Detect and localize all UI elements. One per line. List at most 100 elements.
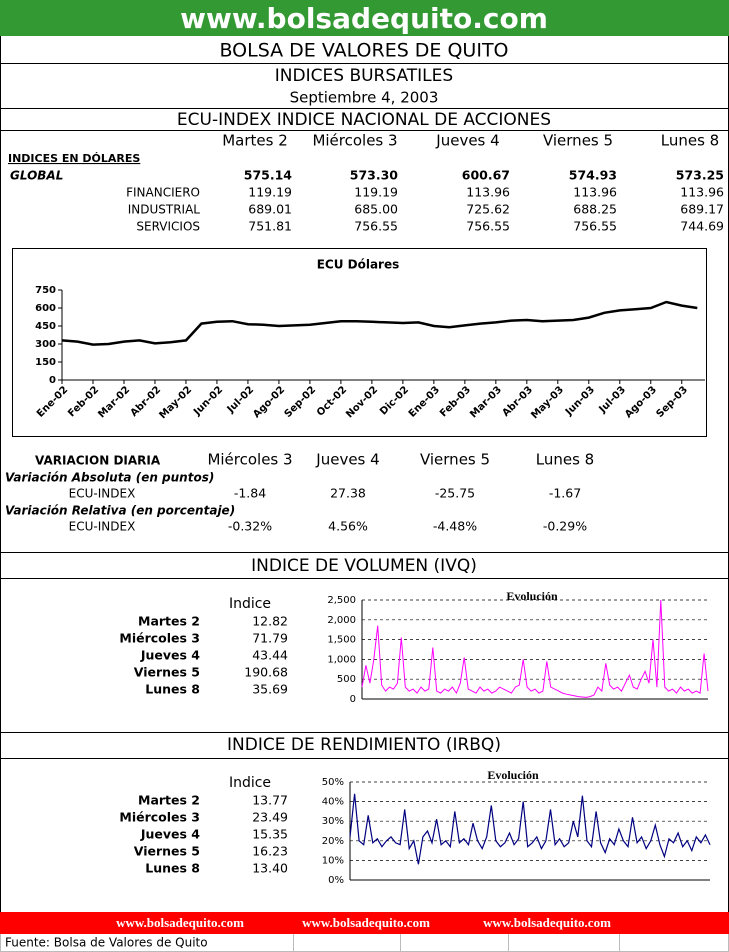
row-label: SERVICIOS <box>136 220 200 234</box>
y-tick-label: 600 <box>35 303 56 314</box>
chart-title: Evolución <box>487 768 539 782</box>
row-label: GLOBAL <box>10 169 63 183</box>
y-tick-label: 1,000 <box>327 654 356 665</box>
column-header: Miércoles 3 <box>312 132 397 150</box>
row-label: Lunes 8 <box>145 682 200 697</box>
x-tick-label: Ago-03 <box>623 384 659 420</box>
cell-value: 27.38 <box>330 486 366 501</box>
row-label: INDUSTRIAL <box>128 203 201 217</box>
group-label: Variación Absoluta (en puntos) <box>5 471 214 485</box>
x-tick-label: Sep-02 <box>283 384 319 420</box>
cell-value: -1.67 <box>549 486 581 501</box>
y-tick-label: 150 <box>35 357 56 368</box>
x-tick-label: Sep-03 <box>654 384 690 420</box>
cell-value: 113.96 <box>466 185 510 200</box>
y-tick-label: 300 <box>35 339 56 350</box>
x-tick-label: Jun-03 <box>563 384 597 418</box>
section-title: ECU-INDEX INDICE NACIONAL DE ACCIONES <box>177 110 551 130</box>
column-header: Miércoles 3 <box>207 451 292 469</box>
section-title: INDICE DE VOLUMEN (IVQ) <box>251 556 477 576</box>
column-header: Martes 2 <box>222 132 288 150</box>
row-label: Lunes 8 <box>145 861 200 876</box>
row-label: Viernes 5 <box>134 844 200 859</box>
column-header: Indice <box>229 775 271 791</box>
report-title: BOLSA DE VALORES DE QUITO <box>219 40 508 62</box>
cell-value: 689.17 <box>680 202 724 217</box>
cell-value: 113.96 <box>573 185 617 200</box>
cell-value: 190.68 <box>244 665 288 680</box>
source-note: Fuente: Bolsa de Valores de Quito <box>5 936 208 950</box>
y-tick-label: 50% <box>322 777 344 788</box>
column-header: Viernes 5 <box>420 451 490 469</box>
row-label: Miércoles 3 <box>119 631 200 646</box>
x-tick-label: Ago-02 <box>251 384 287 420</box>
cell-value: 13.40 <box>252 861 288 876</box>
cell-value: 574.93 <box>569 168 617 183</box>
site-banner <box>0 0 729 36</box>
cell-value: 12.82 <box>252 614 288 629</box>
column-header: Lunes 8 <box>661 132 719 150</box>
x-tick-label: May-03 <box>529 384 566 421</box>
chart-frame <box>12 248 707 437</box>
footer-link[interactable]: www.bolsadequito.com <box>116 915 244 930</box>
x-tick-label: Feb-03 <box>438 384 473 419</box>
row-label: Miércoles 3 <box>119 810 200 825</box>
chart-title: Evolución <box>506 589 558 603</box>
row-label: ECU-INDEX <box>69 487 136 501</box>
cell-value: 573.30 <box>350 168 399 183</box>
site-title: www.bolsadequito.com <box>180 2 548 35</box>
section-title: INDICE DE RENDIMIENTO (IRBQ) <box>227 735 501 755</box>
x-tick-label: May-02 <box>157 384 194 421</box>
y-tick-label: 40% <box>322 797 344 808</box>
cell-value: 71.79 <box>252 631 288 646</box>
column-header: Jueves 4 <box>435 132 499 150</box>
row-label: ECU-INDEX <box>69 520 136 534</box>
cell-value: 575.14 <box>244 168 293 183</box>
cell-value: -25.75 <box>435 486 475 501</box>
y-tick-label: 30% <box>322 816 344 827</box>
cell-value: 744.69 <box>680 219 724 234</box>
cell-value: -0.32% <box>228 519 272 534</box>
row-label: Martes 2 <box>138 614 200 629</box>
cell-value: 119.19 <box>354 185 398 200</box>
cell-value: 113.96 <box>680 185 724 200</box>
cell-value: 751.81 <box>248 219 292 234</box>
cell-value: 756.55 <box>354 219 398 234</box>
y-tick-label: 1,500 <box>327 635 356 646</box>
cell-value: -0.29% <box>543 519 587 534</box>
footer-link[interactable]: www.bolsadequito.com <box>302 915 430 930</box>
chart-title: ECU Dólares <box>317 258 400 272</box>
x-tick-label: Ene-02 <box>35 384 70 419</box>
x-tick-label: Jun-02 <box>191 384 225 418</box>
y-tick-label: 500 <box>337 674 356 685</box>
row-label: Viernes 5 <box>134 665 200 680</box>
column-header: Lunes 8 <box>536 451 594 469</box>
y-tick-label: 750 <box>35 285 56 296</box>
y-tick-label: 2,500 <box>327 595 356 606</box>
y-tick-label: 0 <box>350 694 356 705</box>
cell-value: 43.44 <box>252 648 288 663</box>
row-label: FINANCIERO <box>126 186 200 200</box>
column-header: Indice <box>229 596 271 612</box>
y-tick-label: 2,000 <box>327 615 356 626</box>
cell-value: 35.69 <box>252 682 288 697</box>
cell-value: 573.25 <box>676 168 724 183</box>
group-label: Variación Relativa (en porcentaje) <box>5 504 235 518</box>
cell-value: 685.00 <box>354 202 398 217</box>
link-bar <box>0 912 729 934</box>
cell-value: 756.55 <box>466 219 510 234</box>
cell-value: 725.62 <box>466 202 510 217</box>
x-tick-label: Nov-02 <box>344 384 380 420</box>
report-subtitle: INDICES BURSATILES <box>275 66 453 86</box>
cell-value: 15.35 <box>252 827 288 842</box>
row-label: Martes 2 <box>138 793 200 808</box>
cell-value: 13.77 <box>252 793 288 808</box>
x-tick-label: Mar-02 <box>96 384 132 420</box>
x-tick-label: Mar-03 <box>468 384 504 420</box>
report-date: Septiembre 4, 2003 <box>290 89 439 107</box>
cell-value: -4.48% <box>433 519 477 534</box>
data-line <box>361 599 709 698</box>
row-label: Jueves 4 <box>140 827 200 842</box>
footer-link[interactable]: www.bolsadequito.com <box>483 915 611 930</box>
